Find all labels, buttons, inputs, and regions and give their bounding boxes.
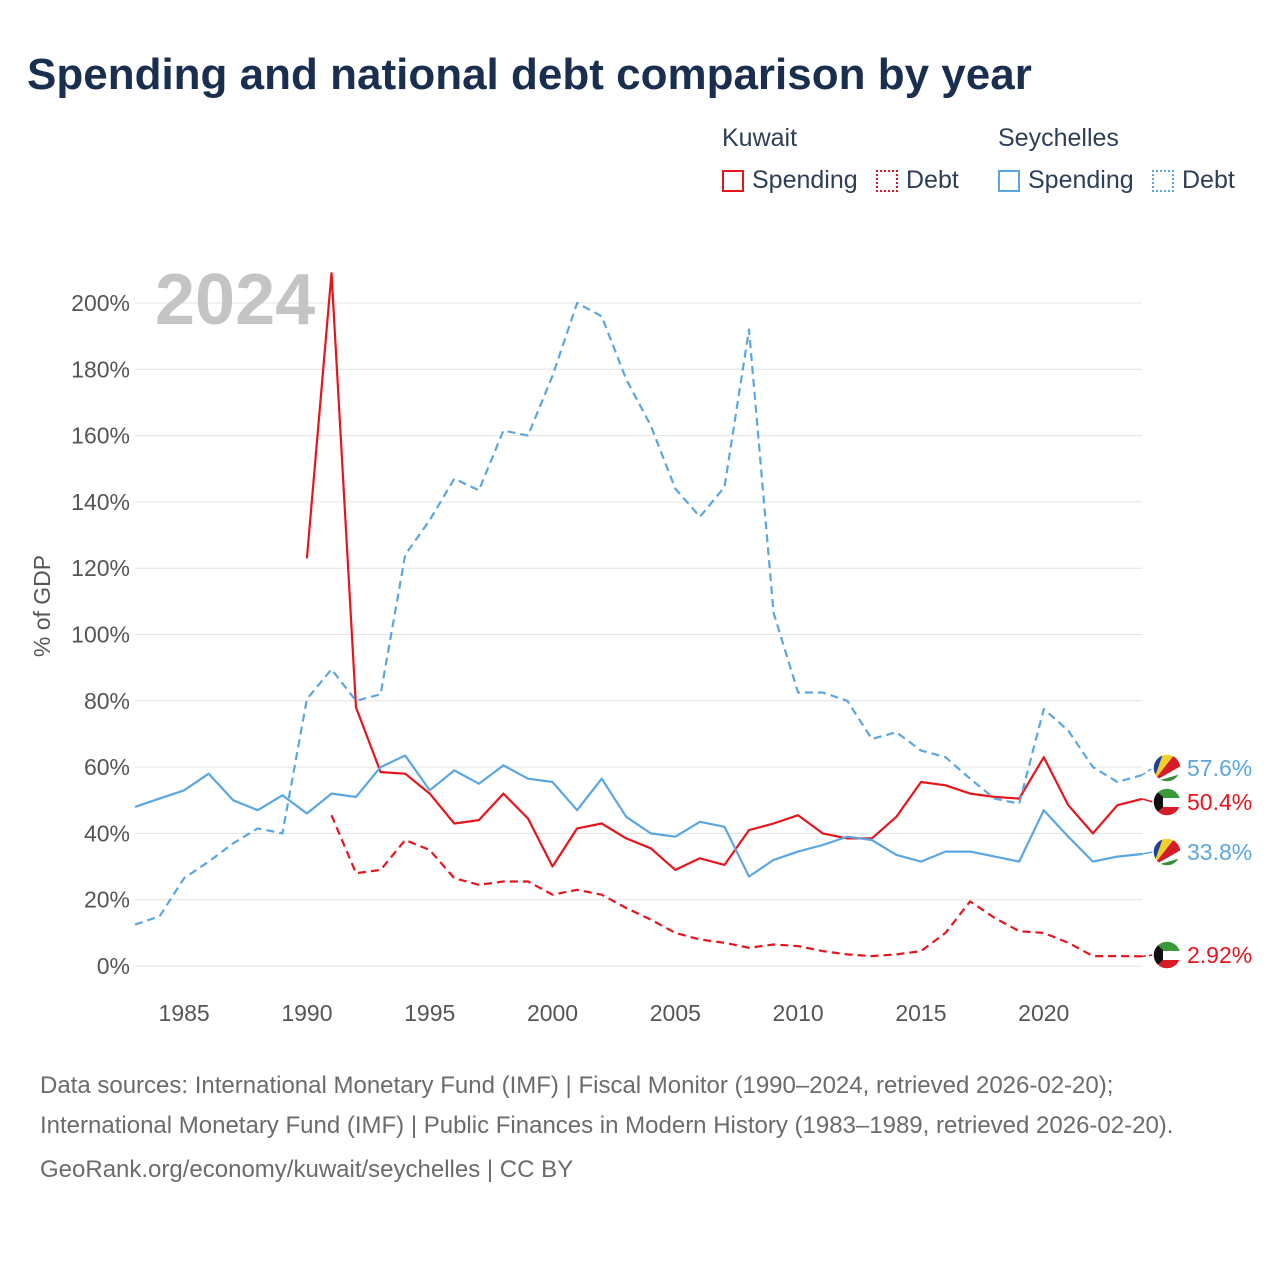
legend-label: Spending xyxy=(1028,166,1134,194)
y-tick-label: 180% xyxy=(71,356,130,382)
legend-seychelles-title: Seychelles xyxy=(998,124,1119,152)
source-link[interactable]: GeoRank.org/economy/kuwait/seychelles | … xyxy=(40,1156,574,1183)
year-overlay: 2024 xyxy=(155,260,315,340)
end-connector xyxy=(1141,954,1154,958)
legend-seychelles-spending[interactable]: Spending xyxy=(998,166,1134,195)
y-tick-label: 140% xyxy=(71,489,130,515)
end-connector xyxy=(1141,767,1154,776)
legend-seychelles-debt[interactable]: Debt xyxy=(1152,166,1235,195)
x-tick-label: 1990 xyxy=(281,1000,332,1026)
y-tick-label: 20% xyxy=(84,887,130,913)
flag-icon-kuwait xyxy=(1152,940,1182,970)
end-value-label: 2.92% xyxy=(1187,942,1252,968)
x-tick-label: 2020 xyxy=(1018,1000,1069,1026)
end-value-label: 50.4% xyxy=(1187,789,1252,815)
x-tick-label: 2000 xyxy=(527,1000,578,1026)
y-tick-label: 40% xyxy=(84,820,130,846)
flag-icon-seychelles xyxy=(1152,753,1182,783)
x-tick-label: 2015 xyxy=(895,1000,946,1026)
y-tick-label: 80% xyxy=(84,688,130,714)
series-line-kuwait-spending xyxy=(305,272,1143,872)
y-tick-label: 60% xyxy=(84,754,130,780)
y-tick-label: 120% xyxy=(71,555,130,581)
flag-icon-kuwait xyxy=(1152,787,1182,817)
legend-swatch-solid xyxy=(722,169,744,192)
end-connector xyxy=(1141,798,1154,803)
series-line-seychelles-spending xyxy=(134,754,1143,878)
y-tick-label: 100% xyxy=(71,622,130,648)
legend-label: Debt xyxy=(906,166,959,194)
end-connector xyxy=(1141,851,1154,855)
legend-kuwait-spending[interactable]: Spending xyxy=(722,166,858,195)
data-sources: Data sources: International Monetary Fun… xyxy=(40,1072,1174,1139)
y-tick-label: 0% xyxy=(97,953,130,979)
legend-swatch-dotted xyxy=(1152,169,1174,192)
x-tick-label: 2010 xyxy=(773,1000,824,1026)
legend-label: Spending xyxy=(752,166,858,194)
legend-kuwait-title: Kuwait xyxy=(722,124,798,152)
legend-label: Debt xyxy=(1182,166,1235,194)
end-value-label: 57.6% xyxy=(1187,755,1252,781)
end-value-label: 33.8% xyxy=(1187,839,1252,865)
y-tick-label: 200% xyxy=(71,290,130,316)
legend-kuwait-debt[interactable]: Debt xyxy=(876,166,959,195)
legend-swatch-solid xyxy=(998,169,1020,192)
flag-icon-seychelles xyxy=(1152,837,1182,867)
series-line-seychelles-debt xyxy=(134,301,1143,926)
line-chart: 0% 20% 40% 60% 80% 100% 120% 140% 160% 180% 200% 19… xyxy=(29,260,1252,1026)
x-tick-label: 2005 xyxy=(650,1000,701,1026)
x-tick-label: 1995 xyxy=(404,1000,455,1026)
x-tick-label: 1985 xyxy=(159,1000,210,1026)
y-axis-label: % of GDP xyxy=(29,555,55,657)
legend-swatch-dotted xyxy=(876,169,898,192)
page-title: Spending and national debt comparison by… xyxy=(27,50,1032,99)
series-line-kuwait-debt xyxy=(330,814,1143,958)
footer: Data sources: International Monetary Fun… xyxy=(40,1066,1240,1190)
y-tick-label: 160% xyxy=(71,423,130,449)
